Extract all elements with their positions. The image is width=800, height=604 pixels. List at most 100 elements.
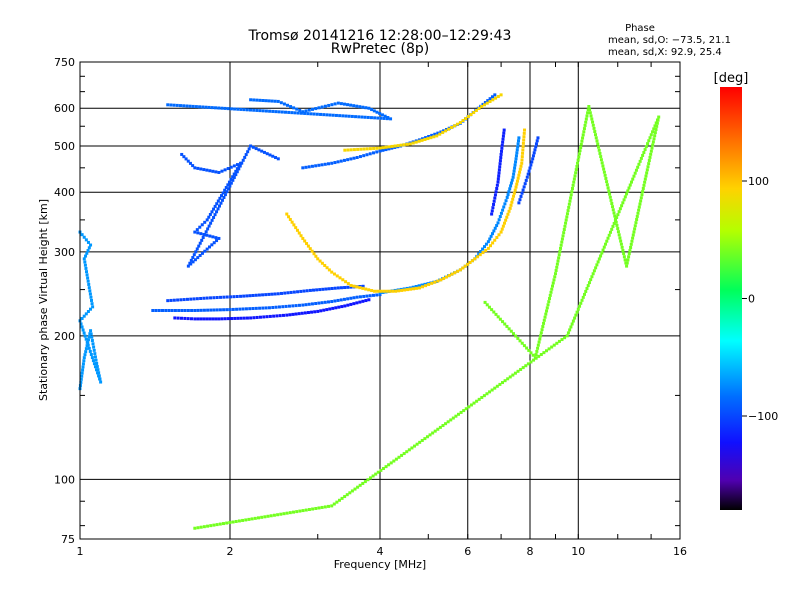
echo-point [604,176,608,180]
echo-point [272,513,276,517]
echo-point [216,199,220,203]
echo-point [513,188,517,192]
echo-point [543,315,547,319]
echo-point [600,161,604,165]
echo-point [387,147,391,151]
echo-point [527,169,531,173]
echo-point [232,164,236,168]
echo-point [499,156,503,160]
echo-point [516,142,520,146]
echo-point [534,145,538,149]
echo-point [183,316,187,320]
echo-point [466,262,470,266]
echo-point [498,317,502,321]
echo-point [87,282,91,286]
echo-point [349,157,353,161]
echo-point [317,506,321,510]
echo-point [469,113,473,117]
echo-point [484,248,488,252]
echo-point [614,220,618,224]
echo-point [364,299,368,303]
echo-point [81,362,85,366]
echo-point [225,308,229,312]
echo-point [344,114,348,118]
echo-point [402,452,406,456]
echo-point [521,151,525,155]
echo-point [655,124,659,128]
echo-point [286,291,290,295]
echo-point [484,242,488,246]
echo-point [205,168,209,172]
echo-point [560,237,564,241]
echo-point [446,420,450,424]
echo-point [431,431,435,435]
echo-point [532,358,536,362]
x-tick-label: 8 [527,545,534,558]
echo-point [405,450,409,454]
echo-point [577,152,581,156]
echo-point [341,114,345,118]
echo-point [285,103,289,107]
echo-point [596,142,600,146]
echo-point [169,103,173,107]
echo-point [594,133,598,137]
echo-point [550,287,554,291]
echo-point [428,433,432,437]
echo-point [631,233,635,237]
echo-point [381,467,385,471]
echo-point [495,224,499,228]
echo-point [225,190,229,194]
echo-point [654,127,658,131]
echo-point [502,128,506,132]
echo-point [626,189,630,193]
echo-point [255,108,259,112]
echo-point [314,254,318,258]
echo-point [485,303,489,307]
echo-point [579,142,583,146]
echo-point [379,289,383,293]
echo-point [342,102,346,106]
echo-point [327,300,331,304]
echo-point [322,113,326,117]
echo-point [638,159,642,163]
echo-point [447,274,451,278]
echo-point [463,264,467,268]
echo-point [189,317,193,321]
echo-point [323,104,327,108]
echo-point [182,155,186,159]
echo-point [80,233,84,237]
echo-point [424,136,428,140]
echo-point [276,157,280,161]
echo-point [350,489,354,493]
echo-point [349,148,353,152]
echo-point [423,437,427,441]
echo-point [499,152,503,156]
echo-point [201,236,205,240]
echo-point [358,295,362,299]
echo-point [296,290,300,294]
echo-point [417,139,421,143]
echo-point [420,138,424,142]
echo-point [154,308,158,312]
echo-point [217,204,221,208]
echo-point [191,256,195,260]
echo-point [522,135,526,139]
echo-point [383,114,387,118]
echo-point [458,121,462,125]
echo-point [82,359,86,363]
echo-point [508,375,512,379]
echo-point [211,235,215,239]
echo-point [616,227,620,231]
echo-point [242,108,246,112]
echo-point [352,296,356,300]
echo-point [507,327,511,331]
echo-point [557,256,561,260]
echo-point [194,250,198,254]
echo-point [501,134,505,138]
echo-point [495,183,499,187]
echo-point [565,212,569,216]
colorbar [720,87,742,510]
echo-point [518,339,522,343]
echo-point [464,407,468,411]
echo-point [539,331,543,335]
